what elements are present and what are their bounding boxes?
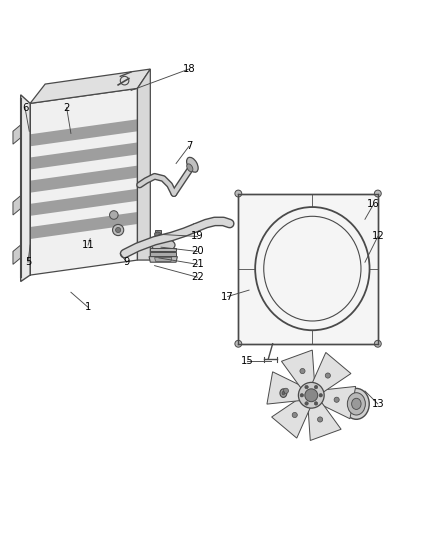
Circle shape xyxy=(305,385,308,389)
Text: 21: 21 xyxy=(191,260,204,269)
Text: 19: 19 xyxy=(191,231,204,241)
Polygon shape xyxy=(30,119,138,147)
Polygon shape xyxy=(267,372,303,404)
Circle shape xyxy=(113,224,124,236)
Text: 9: 9 xyxy=(124,257,130,267)
Polygon shape xyxy=(150,248,176,252)
Polygon shape xyxy=(272,398,311,438)
Ellipse shape xyxy=(347,393,365,415)
Polygon shape xyxy=(13,125,21,144)
Polygon shape xyxy=(149,256,177,262)
Polygon shape xyxy=(138,69,150,260)
Circle shape xyxy=(305,389,318,402)
Text: 20: 20 xyxy=(191,246,204,256)
Circle shape xyxy=(116,228,121,232)
Ellipse shape xyxy=(152,239,175,252)
Polygon shape xyxy=(320,386,356,419)
Circle shape xyxy=(292,413,297,417)
Text: 13: 13 xyxy=(371,399,384,409)
Text: 5: 5 xyxy=(25,257,31,267)
Text: 12: 12 xyxy=(371,231,384,241)
Circle shape xyxy=(283,388,289,393)
Text: 18: 18 xyxy=(183,64,195,74)
Polygon shape xyxy=(30,212,138,239)
Polygon shape xyxy=(13,245,21,264)
Circle shape xyxy=(305,402,308,405)
Polygon shape xyxy=(150,252,176,256)
Circle shape xyxy=(334,397,339,402)
Ellipse shape xyxy=(343,389,369,419)
Ellipse shape xyxy=(187,164,193,172)
Text: 2: 2 xyxy=(64,103,70,112)
Polygon shape xyxy=(30,142,138,169)
Ellipse shape xyxy=(282,391,285,395)
Polygon shape xyxy=(30,88,138,275)
Polygon shape xyxy=(21,95,30,281)
Polygon shape xyxy=(282,350,314,389)
Polygon shape xyxy=(312,352,351,392)
Circle shape xyxy=(374,341,381,347)
Circle shape xyxy=(318,417,323,422)
Text: 16: 16 xyxy=(367,199,380,209)
Polygon shape xyxy=(155,230,161,238)
Circle shape xyxy=(235,190,242,197)
Text: 15: 15 xyxy=(240,356,253,366)
Circle shape xyxy=(235,341,242,347)
Text: 7: 7 xyxy=(186,141,192,151)
Polygon shape xyxy=(30,189,138,216)
Polygon shape xyxy=(308,402,341,440)
Circle shape xyxy=(314,385,318,389)
Ellipse shape xyxy=(280,389,287,398)
Text: 22: 22 xyxy=(191,272,204,282)
Polygon shape xyxy=(30,69,150,103)
Polygon shape xyxy=(155,232,161,237)
Text: 6: 6 xyxy=(22,103,28,112)
Circle shape xyxy=(300,393,304,397)
Polygon shape xyxy=(30,166,138,192)
Circle shape xyxy=(374,190,381,197)
Polygon shape xyxy=(155,257,172,261)
Text: 11: 11 xyxy=(82,240,95,250)
Circle shape xyxy=(298,382,324,408)
Circle shape xyxy=(300,368,305,374)
Text: 17: 17 xyxy=(221,292,234,302)
Circle shape xyxy=(325,373,330,378)
Circle shape xyxy=(110,211,118,219)
Ellipse shape xyxy=(255,207,370,330)
Ellipse shape xyxy=(352,398,361,409)
Ellipse shape xyxy=(187,157,198,172)
Text: 1: 1 xyxy=(85,302,91,312)
Polygon shape xyxy=(238,193,378,344)
Polygon shape xyxy=(13,196,21,215)
Circle shape xyxy=(314,402,318,405)
Circle shape xyxy=(319,393,322,397)
